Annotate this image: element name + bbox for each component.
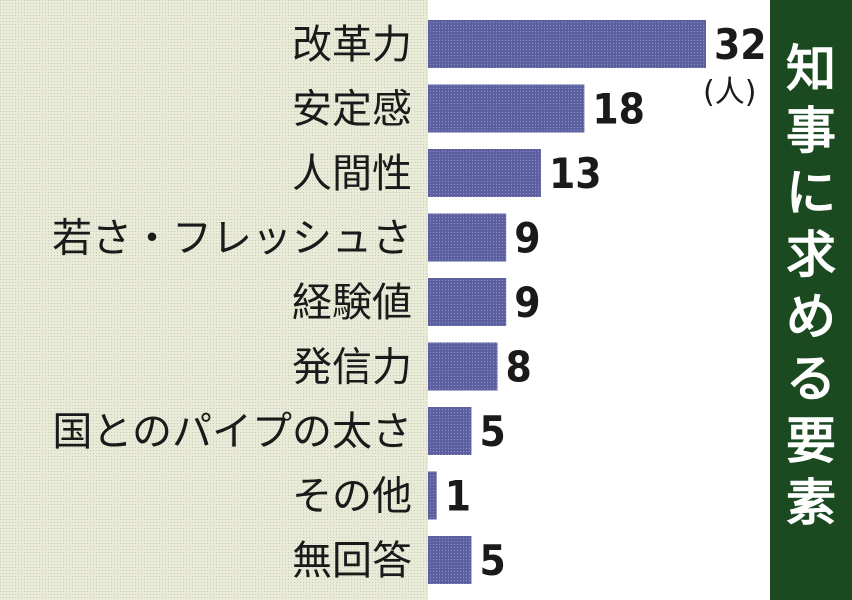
bar — [428, 471, 437, 520]
bar — [428, 407, 472, 455]
title-char: 要 — [786, 412, 836, 470]
category-label: その他 — [292, 474, 412, 520]
bar — [428, 213, 507, 262]
value-label: 1 — [445, 472, 471, 521]
title-char: 素 — [786, 474, 836, 532]
bar — [428, 536, 472, 584]
category-label: 国とのパイプの太さ — [52, 409, 412, 455]
title-char: 事 — [786, 102, 836, 160]
title-char: め — [786, 288, 836, 346]
value-label: 32 — [714, 20, 767, 69]
bar — [428, 278, 507, 326]
category-label: 人間性 — [292, 151, 412, 197]
category-label: 安定感 — [292, 87, 412, 133]
unit-label: (人) — [703, 75, 756, 110]
value-label: 8 — [506, 343, 532, 392]
title-char: に — [786, 164, 836, 222]
bar — [428, 149, 541, 197]
title-char: る — [786, 350, 836, 408]
category-label: 無回答 — [292, 538, 412, 584]
value-label: 9 — [514, 214, 540, 263]
value-label: 9 — [514, 278, 540, 327]
value-label: 5 — [479, 536, 505, 585]
bar — [428, 20, 706, 68]
bar — [428, 342, 498, 391]
category-label: 発信力 — [292, 345, 412, 391]
title-char: 求 — [786, 226, 836, 284]
category-label: 改革力 — [292, 22, 412, 68]
value-label: 13 — [549, 149, 602, 198]
bar — [428, 84, 585, 133]
label-panel — [0, 0, 428, 600]
value-label: 5 — [479, 407, 505, 456]
category-label: 若さ・フレッシュさ — [52, 216, 412, 262]
title-band — [770, 0, 852, 600]
title-char: 知 — [786, 40, 836, 98]
bars-group — [428, 20, 706, 584]
category-label: 経験値 — [292, 280, 412, 326]
value-label: 18 — [592, 85, 645, 134]
